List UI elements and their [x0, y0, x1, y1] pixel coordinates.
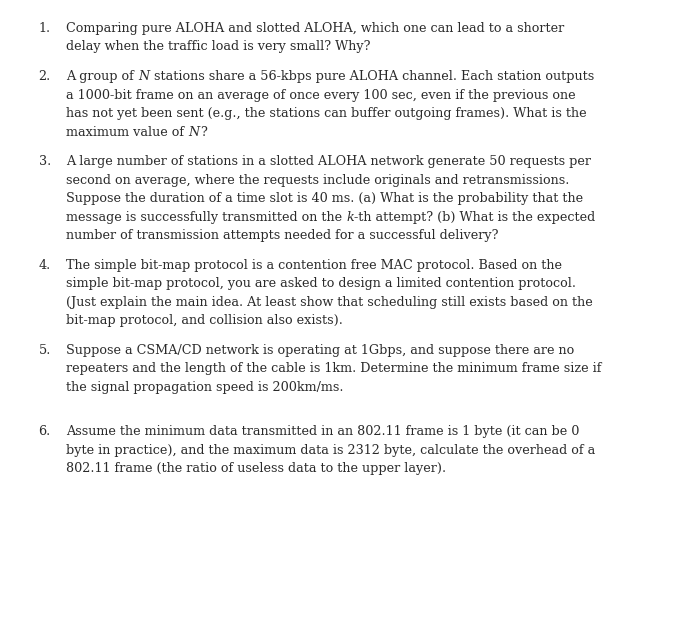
Text: (Just explain the main idea. At least show that scheduling still exists based on: (Just explain the main idea. At least sh…: [66, 295, 594, 309]
Text: number of transmission attempts needed for a successful delivery?: number of transmission attempts needed f…: [66, 229, 499, 242]
Text: byte in practice), and the maximum data is 2312 byte, calculate the overhead of : byte in practice), and the maximum data …: [66, 444, 596, 457]
Text: has not yet been sent (e.g., the stations can buffer outgoing frames). What is t: has not yet been sent (e.g., the station…: [66, 107, 587, 120]
Text: stations share a 56-kbps pure ALOHA channel. Each station outputs: stations share a 56-kbps pure ALOHA chan…: [150, 70, 594, 83]
Text: message is successfully transmitted on the: message is successfully transmitted on t…: [66, 210, 346, 223]
Text: 3.: 3.: [38, 155, 50, 168]
Text: a 1000-bit frame on an average of once every 100 sec, even if the previous one: a 1000-bit frame on an average of once e…: [66, 88, 576, 101]
Text: Assume the minimum data transmitted in an 802.11 frame is 1 byte (it can be 0: Assume the minimum data transmitted in a…: [66, 426, 580, 438]
Text: second on average, where the requests include originals and retransmissions.: second on average, where the requests in…: [66, 173, 570, 187]
Text: 6.: 6.: [38, 426, 50, 438]
Text: Suppose the duration of a time slot is 40 ms. (a) What is the probability that t: Suppose the duration of a time slot is 4…: [66, 192, 584, 205]
Text: repeaters and the length of the cable is 1km. Determine the minimum frame size i: repeaters and the length of the cable is…: [66, 362, 602, 376]
Text: Suppose a CSMA/CD network is operating at 1Gbps, and suppose there are no: Suppose a CSMA/CD network is operating a…: [66, 344, 575, 357]
Text: the signal propagation speed is 200km/ms.: the signal propagation speed is 200km/ms…: [66, 381, 344, 394]
Text: Comparing pure ALOHA and slotted ALOHA, which one can lead to a shorter: Comparing pure ALOHA and slotted ALOHA, …: [66, 22, 565, 35]
Text: maximum value of: maximum value of: [66, 125, 188, 138]
Text: A large number of stations in a slotted ALOHA network generate 50 requests per: A large number of stations in a slotted …: [66, 155, 592, 168]
Text: ?: ?: [199, 125, 206, 138]
Text: 1.: 1.: [38, 22, 50, 35]
Text: -th attempt? (b) What is the expected: -th attempt? (b) What is the expected: [354, 210, 596, 223]
Text: N: N: [188, 125, 199, 138]
Text: 4.: 4.: [38, 259, 50, 272]
Text: delay when the traffic load is very small? Why?: delay when the traffic load is very smal…: [66, 40, 371, 53]
Text: 2.: 2.: [38, 70, 50, 83]
Text: 802.11 frame (the ratio of useless data to the upper layer).: 802.11 frame (the ratio of useless data …: [66, 463, 447, 475]
Text: simple bit-map protocol, you are asked to design a limited contention protocol.: simple bit-map protocol, you are asked t…: [66, 277, 577, 290]
Text: bit-map protocol, and collision also exists).: bit-map protocol, and collision also exi…: [66, 314, 344, 327]
Text: 5.: 5.: [38, 344, 51, 357]
Text: N: N: [139, 70, 150, 83]
Text: k: k: [346, 210, 354, 223]
Text: The simple bit-map protocol is a contention free MAC protocol. Based on the: The simple bit-map protocol is a content…: [66, 259, 563, 272]
Text: A group of: A group of: [66, 70, 139, 83]
